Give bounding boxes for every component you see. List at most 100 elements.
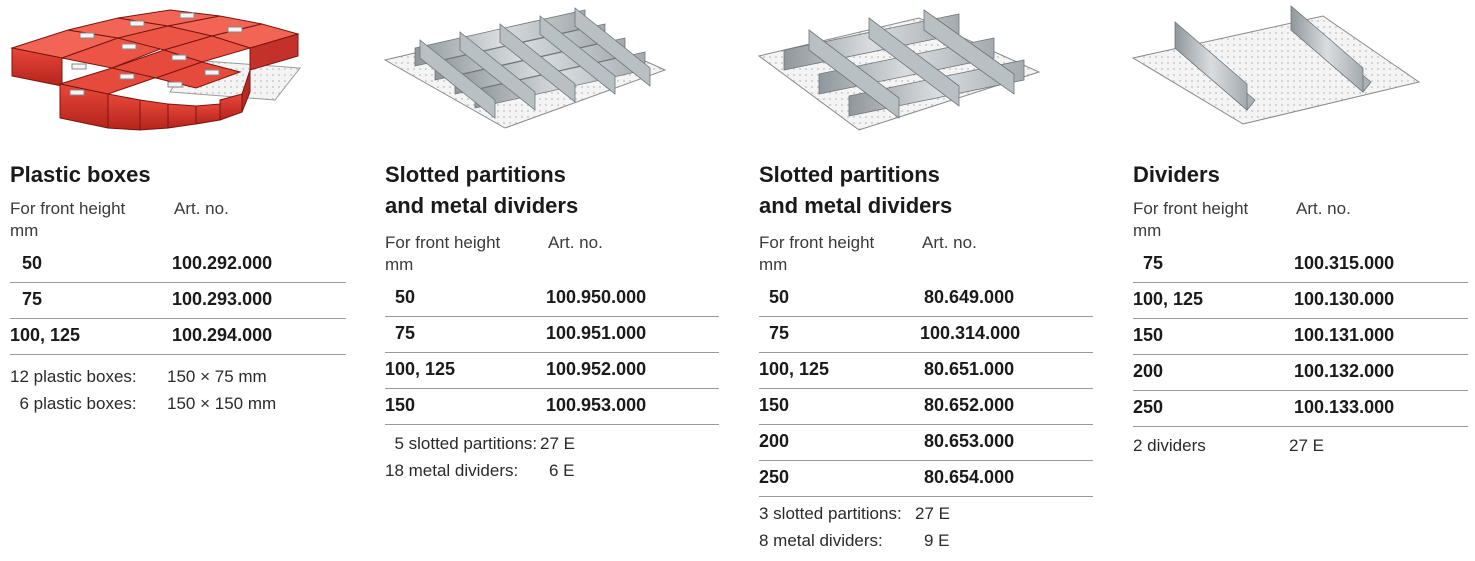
- dividers-illustration: [1131, 5, 1421, 125]
- note-label: 2 dividers: [1133, 436, 1206, 455]
- article-number: 80.654.000: [924, 467, 1015, 487]
- column-title: Plastic boxes: [10, 159, 151, 190]
- front-height-value: 100, 125: [1133, 289, 1204, 309]
- note-line: 2 dividers 27 E: [1133, 432, 1463, 459]
- column-title: Slotted partitions and metal dividers: [759, 159, 952, 221]
- front-height-value: 50: [395, 287, 416, 307]
- note-label: 3 slotted partitions:: [759, 504, 902, 523]
- front-height-header: For front height: [10, 199, 126, 218]
- art-no-header: Art. no.: [548, 233, 603, 252]
- note-line: 18 metal dividers: 6 E: [385, 457, 725, 484]
- front-height-value: 75: [1143, 253, 1164, 273]
- article-number: 100.130.000: [1294, 289, 1395, 309]
- contents-notes: 12 plastic boxes: 150 × 75 mm 6 plastic b…: [10, 363, 350, 417]
- column-title-line: Slotted partitions: [385, 162, 566, 187]
- table-row: 250 80.654.000: [759, 461, 1093, 497]
- article-number: 100.950.000: [546, 287, 647, 307]
- note-value: 27 E: [540, 434, 575, 453]
- article-number: 100.292.000: [172, 253, 273, 273]
- table-row: 75 100.315.000: [1133, 247, 1468, 283]
- note-value: 27 E: [1289, 436, 1324, 455]
- unit-header: mm: [385, 255, 414, 274]
- note-line: 12 plastic boxes: 150 × 75 mm: [10, 363, 350, 390]
- front-height-value: 250: [759, 467, 790, 487]
- front-height-value: 150: [385, 395, 416, 415]
- table-row: 75 100.293.000: [10, 283, 346, 319]
- unit-header: mm: [1133, 221, 1162, 240]
- column-title-line: and metal dividers: [385, 193, 579, 218]
- front-height-value: 200: [1133, 361, 1164, 381]
- front-height-value: 150: [1133, 325, 1164, 345]
- note-value: 150 × 150 mm: [167, 394, 277, 413]
- note-label: 12 plastic boxes:: [10, 367, 137, 386]
- product-column-plastic-boxes: Plastic boxes For front height mm Art. n…: [0, 0, 360, 561]
- article-number: 100.293.000: [172, 289, 273, 309]
- column-title-line: Slotted partitions: [759, 162, 940, 187]
- note-value: 27 E: [915, 504, 950, 523]
- article-number: 80.652.000: [924, 395, 1015, 415]
- product-column-slotted-partitions-a: Slotted partitions and metal dividers Fo…: [375, 0, 735, 561]
- red-plastic-boxes-illustration: [10, 9, 301, 131]
- note-label: 8 metal dividers:: [759, 531, 883, 550]
- front-height-value: 250: [1133, 397, 1164, 417]
- contents-notes: 2 dividers 27 E: [1133, 432, 1463, 459]
- article-number: 100.953.000: [546, 395, 647, 415]
- article-number: 80.653.000: [924, 431, 1015, 451]
- table-row: 50 100.292.000: [10, 247, 346, 283]
- table-row: 100, 125 100.294.000: [10, 319, 346, 355]
- contents-notes: 3 slotted partitions: 27 E 8 metal divide…: [759, 500, 1099, 554]
- front-height-value: 200: [759, 431, 790, 451]
- table-header: For front height mm Art. no.: [385, 232, 725, 276]
- unit-header: mm: [10, 221, 39, 240]
- front-height-header: For front height: [759, 233, 875, 252]
- article-number: 100.314.000: [920, 323, 1021, 343]
- front-height-value: 75: [395, 323, 416, 343]
- note-label: 5 slotted partitions:: [385, 434, 538, 453]
- front-height-value: 100, 125: [759, 359, 830, 379]
- article-number: 100.952.000: [546, 359, 647, 379]
- article-number: 100.315.000: [1294, 253, 1395, 273]
- table-row: 150 100.131.000: [1133, 319, 1468, 355]
- product-column-dividers: Dividers For front height mm Art. no. 75…: [1123, 0, 1475, 561]
- article-table: 50 80.649.000 75 100.314.000 100, 125 80.65…: [759, 281, 1093, 497]
- front-height-value: 100, 125: [385, 359, 456, 379]
- table-row: 150 80.652.000: [759, 389, 1093, 425]
- column-title: Dividers: [1133, 159, 1220, 190]
- note-line: 3 slotted partitions: 27 E: [759, 500, 1099, 527]
- note-line: 6 plastic boxes: 150 × 150 mm: [10, 390, 350, 417]
- product-column-slotted-partitions-b: Slotted partitions and metal dividers Fo…: [749, 0, 1109, 561]
- table-row: 250 100.133.000: [1133, 391, 1468, 427]
- article-number: 100.131.000: [1294, 325, 1395, 345]
- front-height-value: 50: [22, 253, 43, 273]
- front-height-value: 75: [22, 289, 43, 309]
- table-header: For front height mm Art. no.: [1133, 198, 1463, 242]
- front-height-header: For front height: [385, 233, 501, 252]
- front-height-value: 75: [769, 323, 790, 343]
- article-table: 75 100.315.000 100, 125 100.130.000 150 100…: [1133, 247, 1468, 427]
- column-title: Slotted partitions and metal dividers: [385, 159, 578, 221]
- art-no-header: Art. no.: [1296, 199, 1351, 218]
- article-number: 100.294.000: [172, 325, 273, 345]
- note-value: 9 E: [924, 531, 950, 550]
- front-height-value: 50: [769, 287, 790, 307]
- article-number: 100.133.000: [1294, 397, 1395, 417]
- note-label: 18 metal dividers:: [385, 461, 519, 480]
- article-number: 100.132.000: [1294, 361, 1395, 381]
- table-row: 200 80.653.000: [759, 425, 1093, 461]
- note-line: 5 slotted partitions: 27 E: [385, 430, 725, 457]
- front-height-value: 150: [759, 395, 790, 415]
- table-row: 75 100.951.000: [385, 317, 719, 353]
- table-row: 50 100.950.000: [385, 281, 719, 317]
- contents-notes: 5 slotted partitions: 27 E 18 metal divid…: [385, 430, 725, 484]
- art-no-header: Art. no.: [174, 199, 229, 218]
- column-title-line: and metal dividers: [759, 193, 953, 218]
- table-row: 50 80.649.000: [759, 281, 1093, 317]
- note-value: 150 × 75 mm: [167, 367, 267, 386]
- slotted-partitions-wide-illustration: [757, 9, 1041, 131]
- table-row: 100, 125 100.130.000: [1133, 283, 1468, 319]
- front-height-header: For front height: [1133, 199, 1249, 218]
- front-height-value: 100, 125: [10, 325, 81, 345]
- note-line: 8 metal dividers: 9 E: [759, 527, 1099, 554]
- art-no-header: Art. no.: [922, 233, 977, 252]
- unit-header: mm: [759, 255, 788, 274]
